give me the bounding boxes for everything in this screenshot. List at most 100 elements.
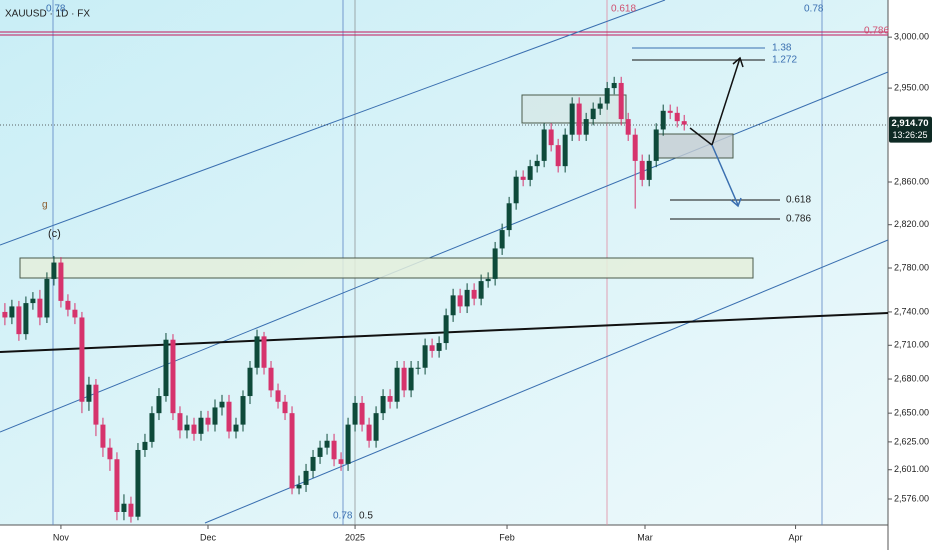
- y-tick-label: 2,860.00: [894, 176, 929, 186]
- y-tick-label: 2,740.00: [894, 306, 929, 316]
- candle-body: [296, 484, 302, 489]
- candle-body: [23, 303, 29, 335]
- candle-body: [240, 396, 246, 425]
- chart-title: XAUUSD · 1D · FX: [5, 9, 90, 20]
- candle-body: [331, 440, 337, 460]
- candle-body: [380, 396, 386, 414]
- candle-body: [254, 336, 260, 368]
- projection-arrow: [711, 144, 739, 206]
- candle-body: [450, 295, 456, 316]
- annotation: 0.78: [46, 4, 66, 15]
- candle-body: [72, 309, 78, 318]
- annotation: 0.618: [786, 195, 811, 206]
- candle-body: [156, 396, 162, 414]
- candle-body: [282, 401, 288, 414]
- annotation: 1.38: [772, 43, 792, 54]
- candle-body: [401, 367, 407, 391]
- candle-body: [548, 129, 554, 146]
- candle-body: [457, 295, 463, 307]
- annotation: 0.78: [333, 511, 353, 522]
- annotation: 0.786: [786, 214, 811, 225]
- candle-body: [415, 367, 421, 369]
- candle-body: [100, 424, 106, 448]
- candle-body: [345, 424, 351, 464]
- y-tick-label: 2,650.00: [894, 408, 929, 418]
- candle-body: [471, 289, 477, 299]
- candle-body: [611, 82, 617, 89]
- candle-body: [65, 300, 71, 310]
- candle-body: [9, 306, 15, 318]
- candle-body: [569, 103, 575, 135]
- candle-body: [303, 470, 309, 485]
- time-axis-background: [0, 525, 888, 550]
- candle-body: [289, 413, 295, 489]
- candle-body: [674, 112, 680, 122]
- x-tick-label: 2025: [345, 532, 365, 542]
- zone-box: [654, 133, 734, 159]
- y-tick-label: 2,601.00: [894, 464, 929, 474]
- x-tick-label: Nov: [53, 532, 70, 542]
- channel-line: [0, 0, 666, 246]
- arrow-head: [730, 197, 742, 208]
- candle-body: [422, 345, 428, 368]
- y-tick-label: 2,780.00: [894, 262, 929, 272]
- candle-body: [527, 166, 533, 180]
- candle-body: [625, 119, 631, 135]
- candle-body: [646, 160, 652, 180]
- candle-body: [359, 402, 365, 425]
- candle-body: [639, 160, 645, 180]
- candle-body: [338, 459, 344, 464]
- candle-body: [366, 424, 372, 441]
- candle-body: [583, 119, 589, 135]
- y-tick-label: 2,680.00: [894, 373, 929, 383]
- candle-body: [163, 339, 169, 397]
- x-tick-label: Feb: [499, 532, 515, 542]
- candle-body: [464, 289, 470, 307]
- candle-body: [170, 339, 176, 414]
- zone-box: [19, 257, 754, 279]
- annotation: 0.5: [359, 511, 373, 522]
- annotation: g: [42, 200, 48, 211]
- candle-body: [30, 298, 36, 304]
- candle-body: [135, 449, 141, 517]
- candle-body: [233, 424, 239, 432]
- candle-body: [219, 401, 225, 408]
- candle-body: [51, 262, 57, 279]
- candle-body: [618, 82, 624, 120]
- candle-body: [499, 230, 505, 249]
- candle-body: [44, 278, 50, 318]
- x-tick-label: Mar: [637, 532, 653, 542]
- y-tick-label: 2,710.00: [894, 340, 929, 350]
- candle-body: [114, 459, 120, 512]
- candle-body: [387, 396, 393, 402]
- candle-body: [352, 402, 358, 425]
- candle-body: [408, 367, 414, 391]
- candle-body: [247, 367, 253, 397]
- countdown: 13:26:25: [892, 130, 927, 140]
- candle-body: [534, 160, 540, 167]
- annotation: 0.786: [864, 26, 889, 37]
- candle-body: [142, 441, 148, 450]
- candle-body: [184, 424, 190, 431]
- candle-body: [478, 281, 484, 299]
- candle-body: [37, 298, 43, 318]
- candle-body: [373, 413, 379, 441]
- y-tick-label: 2,950.00: [894, 82, 929, 92]
- candle-body: [128, 503, 134, 517]
- annotation: 0.618: [611, 4, 636, 15]
- candle-body: [667, 110, 673, 113]
- candle-body: [576, 103, 582, 135]
- candle-body: [275, 390, 281, 402]
- y-tick-label: 2,625.00: [894, 436, 929, 446]
- candle-body: [436, 343, 442, 351]
- arrow-head: [732, 56, 744, 68]
- x-tick-label: Dec: [200, 532, 217, 542]
- candle-body: [58, 262, 64, 301]
- candle-body: [660, 110, 666, 130]
- candle-body: [513, 176, 519, 204]
- candle-body: [149, 413, 155, 442]
- candle-body: [205, 417, 211, 425]
- candle-body: [492, 248, 498, 279]
- candle-body: [590, 108, 596, 120]
